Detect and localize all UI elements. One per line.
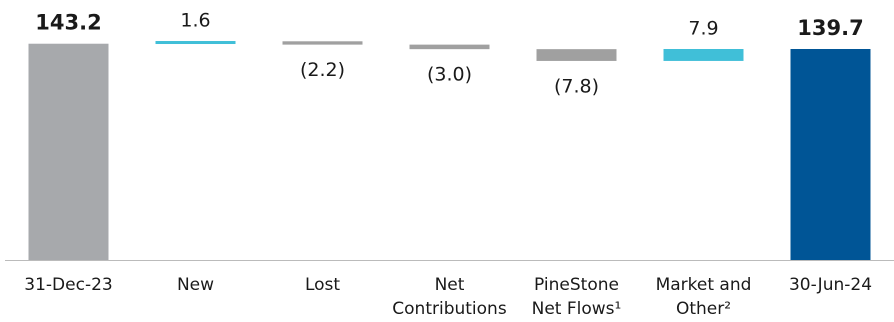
- bar: [536, 49, 617, 61]
- value-label: (7.8): [554, 75, 599, 97]
- x-tick-label: 30-Jun-24: [789, 275, 872, 295]
- bar: [409, 44, 490, 50]
- bar: [663, 49, 744, 61]
- x-tick-label: Net: [435, 275, 465, 295]
- value-label: (3.0): [427, 64, 472, 86]
- x-tick-label: Market and: [656, 275, 752, 295]
- total-label: 139.7: [797, 16, 863, 40]
- value-label: 7.9: [688, 18, 718, 40]
- x-tick-label: Other²: [676, 299, 731, 319]
- x-tick-label: Contributions: [392, 299, 507, 319]
- value-label: (2.2): [300, 59, 345, 81]
- x-tick-label: New: [177, 275, 214, 295]
- x-tick-label: PineStone: [534, 275, 619, 295]
- bar: [28, 43, 109, 260]
- value-label: 1.6: [180, 10, 210, 32]
- x-tick-label: Lost: [305, 275, 340, 295]
- bar: [282, 41, 363, 45]
- bar: [790, 49, 871, 261]
- x-tick-label: Net Flows¹: [532, 299, 622, 319]
- total-label: 143.2: [35, 11, 101, 35]
- bar: [155, 41, 236, 45]
- x-tick-label: 31-Dec-23: [24, 275, 112, 295]
